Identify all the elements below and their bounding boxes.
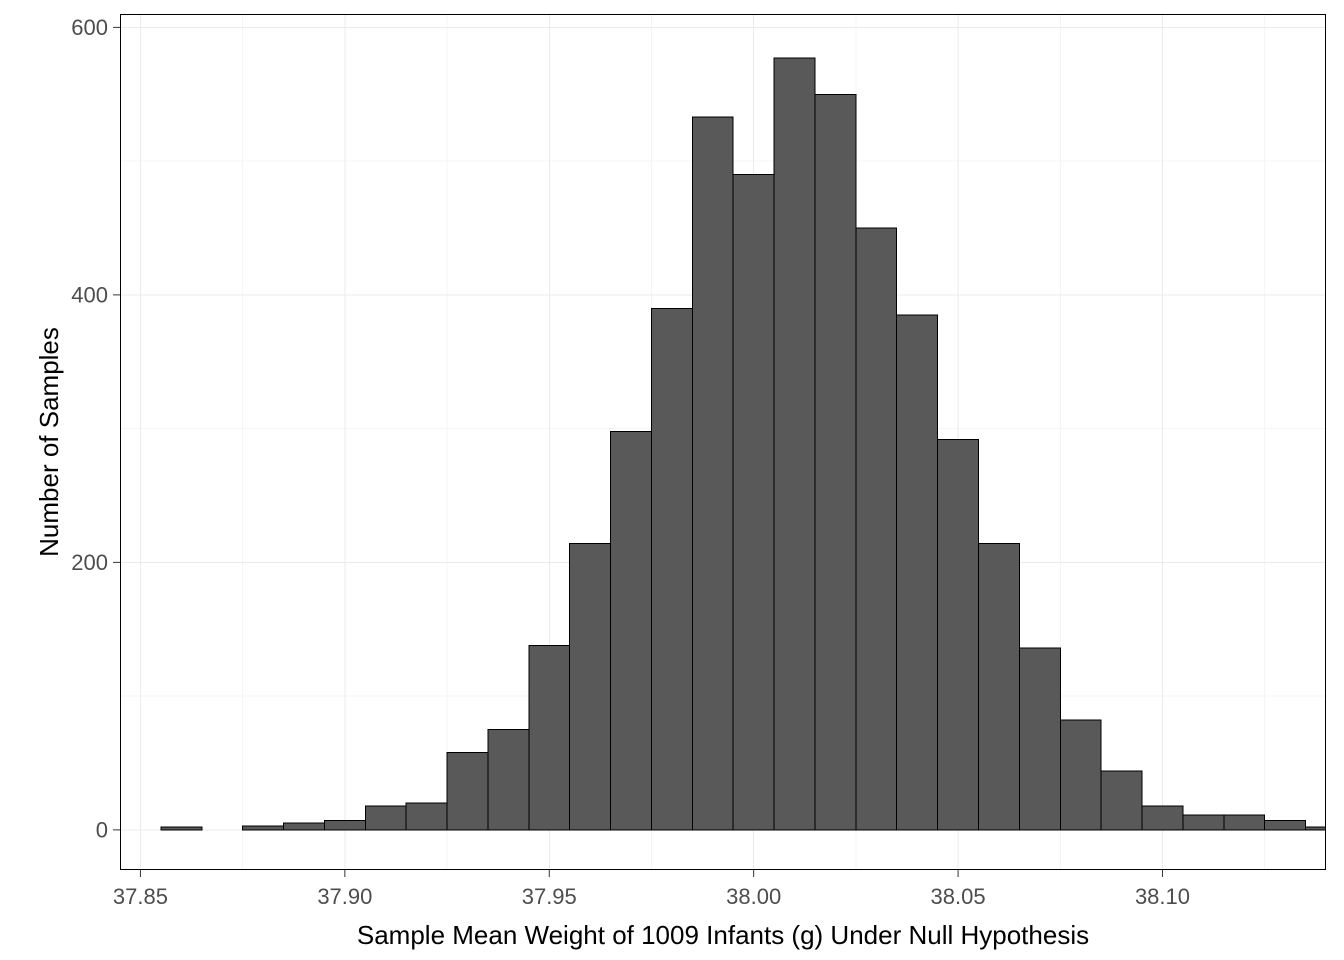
histogram-bar — [774, 58, 815, 830]
histogram-bar — [692, 117, 733, 830]
x-tick-label: 37.95 — [522, 884, 577, 909]
histogram-bar — [815, 94, 856, 830]
x-tick-label: 38.00 — [726, 884, 781, 909]
histogram-bar — [529, 645, 570, 830]
histogram-bar — [447, 752, 488, 830]
histogram-bar — [1183, 815, 1224, 830]
x-tick-label: 38.10 — [1135, 884, 1190, 909]
histogram-bar — [570, 544, 611, 830]
histogram-bar — [406, 803, 447, 830]
x-axis-title: Sample Mean Weight of 1009 Infants (g) U… — [357, 920, 1089, 950]
y-tick-label: 200 — [71, 550, 108, 575]
histogram-bar — [1019, 648, 1060, 830]
histogram-bar — [284, 823, 325, 830]
x-tick-label: 37.90 — [317, 884, 372, 909]
histogram-bar — [611, 431, 652, 830]
histogram-bar — [161, 827, 202, 830]
x-tick-label: 38.05 — [931, 884, 986, 909]
histogram-bar — [979, 544, 1020, 830]
histogram-bar — [1265, 821, 1306, 830]
histogram-bar — [1224, 815, 1265, 830]
histogram-bar — [1142, 806, 1183, 830]
histogram-bar — [1101, 771, 1142, 830]
y-tick-label: 600 — [71, 15, 108, 40]
histogram-chart: 37.85 37.90 37.95 38.00 38.05 38.10 0 200 400 600… — [0, 0, 1344, 960]
histogram-bar — [243, 826, 284, 830]
histogram-bar — [651, 308, 692, 830]
y-tick-label: 0 — [96, 818, 108, 843]
histogram-bar — [1060, 720, 1101, 830]
histogram-bar — [324, 821, 365, 830]
histogram-bar — [938, 439, 979, 830]
chart-svg: 37.85 37.90 37.95 38.00 38.05 38.10 0 200 400 600… — [0, 0, 1344, 960]
histogram-bar — [488, 730, 529, 830]
histogram-bar — [365, 806, 406, 830]
y-tick-label: 400 — [71, 283, 108, 308]
y-axis-title: Number of Samples — [34, 327, 64, 557]
histogram-bar — [733, 175, 774, 830]
histogram-bar — [856, 228, 897, 830]
histogram-bar — [897, 315, 938, 830]
x-tick-label: 37.85 — [113, 884, 168, 909]
